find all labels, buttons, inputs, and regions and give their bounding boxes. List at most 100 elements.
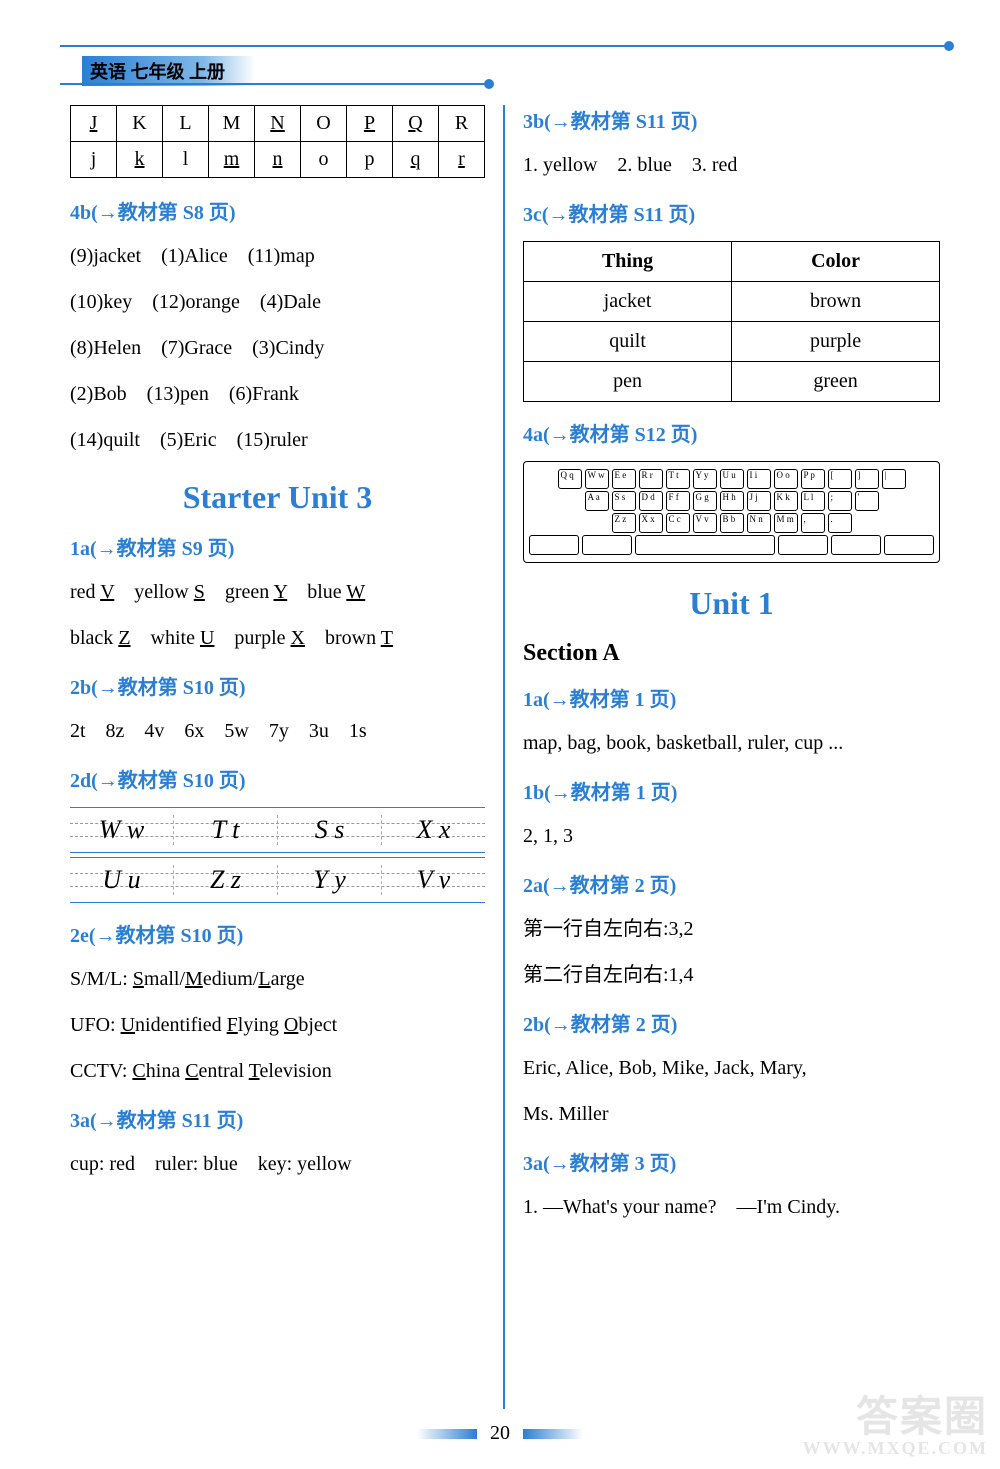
cell: K — [117, 106, 163, 142]
answer-line: 第一行自左向右:3,2 — [523, 912, 940, 946]
hw-cell: Z z — [174, 865, 278, 895]
hw-cell: W w — [70, 815, 174, 845]
handwriting-row: U u Z z Y y V v — [70, 857, 485, 903]
thing-color-table: Thing Color jacketbrown quiltpurple peng… — [523, 241, 940, 402]
keyboard-key — [884, 535, 934, 555]
keyboard-key: T t — [666, 469, 690, 489]
page-header-badge: 英语 七年级 上册 — [82, 56, 255, 86]
answer-line: (10)key (12)orange (4)Dale — [70, 285, 485, 319]
cell: o — [301, 142, 347, 178]
answer-line: Ms. Miller — [523, 1097, 940, 1131]
cell: O — [301, 106, 347, 142]
right-column: 3b(→教材第 S11 页) 1. yellow 2. blue 3. red … — [513, 105, 950, 1409]
answer-line: Eric, Alice, Bob, Mike, Jack, Mary, — [523, 1051, 940, 1085]
cell: J — [71, 106, 117, 142]
keyboard-key: Z z — [612, 513, 636, 533]
keyboard-key: , — [801, 513, 825, 533]
keyboard-key: Y y — [693, 469, 717, 489]
answer-line: 1. —What's your name? —I'm Cindy. — [523, 1190, 940, 1224]
top-rule — [60, 45, 950, 47]
keyboard-key: X x — [639, 513, 663, 533]
hw-cell: Y y — [278, 865, 382, 895]
section-4a-head: 4a(→教材第 S12 页) — [523, 418, 940, 447]
keyboard-key: [ — [828, 469, 852, 489]
header-underline-dot — [484, 79, 494, 89]
keyboard-key: . — [828, 513, 852, 533]
keyboard-key: V v — [693, 513, 717, 533]
answer-line: (14)quilt (5)Eric (15)ruler — [70, 423, 485, 457]
table-row: J K L M N O P Q R — [71, 106, 485, 142]
kb-row: Z zX xC cV vB bN nM m,. — [529, 513, 934, 533]
cell: quilt — [524, 322, 732, 362]
keyboard-key: U u — [720, 469, 744, 489]
cell: n — [255, 142, 301, 178]
answer-line: 1. yellow 2. blue 3. red — [523, 148, 940, 182]
section-3c-head: 3c(→教材第 S11 页) — [523, 198, 940, 227]
keyboard-key: G g — [693, 491, 717, 511]
cell: green — [732, 362, 940, 402]
keyboard-key: | — [882, 469, 906, 489]
keyboard-key: F f — [666, 491, 690, 511]
cell: j — [71, 142, 117, 178]
cell: p — [347, 142, 393, 178]
keyboard-key: J j — [747, 491, 771, 511]
answer-line: (2)Bob (13)pen (6)Frank — [70, 377, 485, 411]
cell: Q — [393, 106, 439, 142]
answer-line: S/M/L: Small/Medium/Large — [70, 962, 485, 996]
keyboard-key: I i — [747, 469, 771, 489]
hw-cell: S s — [278, 815, 382, 845]
unit-1-title: Unit 1 — [523, 585, 940, 622]
keyboard-key: W w — [585, 469, 609, 489]
answer-line: cup: red ruler: blue key: yellow — [70, 1147, 485, 1181]
header-underline — [60, 83, 490, 85]
top-rule-dot — [944, 41, 954, 51]
hw-cell: U u — [70, 865, 174, 895]
cell: pen — [524, 362, 732, 402]
answer-line: UFO: Unidentified Flying Object — [70, 1008, 485, 1042]
kb-row — [529, 535, 934, 555]
keyboard-key — [635, 535, 775, 555]
cell: r — [439, 142, 485, 178]
section-1a-head: 1a(→教材第 S9 页) — [70, 532, 485, 561]
cell: M — [209, 106, 255, 142]
keyboard-key: ; — [828, 491, 852, 511]
table-row: j k l m n o p q r — [71, 142, 485, 178]
keyboard-key: M m — [774, 513, 798, 533]
answer-line: red V yellow S green Y blue W — [70, 575, 485, 609]
section-3a-head: 3a(→教材第 S11 页) — [70, 1104, 485, 1133]
cell: jacket — [524, 282, 732, 322]
keyboard-key — [529, 535, 579, 555]
keyboard-key: R r — [639, 469, 663, 489]
hw-cell: V v — [382, 865, 485, 895]
section-u2a-head: 2a(→教材第 2 页) — [523, 869, 940, 898]
keyboard-key: B b — [720, 513, 744, 533]
section-u1a-head: 1a(→教材第 1 页) — [523, 683, 940, 712]
keyboard-key — [582, 535, 632, 555]
keyboard-key: L l — [801, 491, 825, 511]
keyboard-key: P p — [801, 469, 825, 489]
keyboard-key: ] — [855, 469, 879, 489]
keyboard-key: C c — [666, 513, 690, 533]
keyboard-key: K k — [774, 491, 798, 511]
keyboard-key: Q q — [558, 469, 582, 489]
table-row: jacketbrown — [524, 282, 940, 322]
content-area: J K L M N O P Q R j k l m n o p q r — [60, 105, 950, 1409]
cell: R — [439, 106, 485, 142]
section-3b-head: 3b(→教材第 S11 页) — [523, 105, 940, 134]
th-color: Color — [732, 242, 940, 282]
kb-row: Q qW wE eR rT tY yU uI iO oP p[]| — [529, 469, 934, 489]
hw-cell: T t — [174, 815, 278, 845]
table-row: quiltpurple — [524, 322, 940, 362]
keyboard-key: E e — [612, 469, 636, 489]
th-thing: Thing — [524, 242, 732, 282]
kb-row: A aS sD dF fG gH hJ jK kL l;' — [529, 491, 934, 511]
page-deco-icon — [417, 1429, 477, 1439]
keyboard-key: ' — [855, 491, 879, 511]
answer-line: 2t 8z 4v 6x 5w 7y 3u 1s — [70, 714, 485, 748]
table-row: Thing Color — [524, 242, 940, 282]
section-2e-head: 2e(→教材第 S10 页) — [70, 919, 485, 948]
cell: m — [209, 142, 255, 178]
answer-line: black Z white U purple X brown T — [70, 621, 485, 655]
answer-line: map, bag, book, basketball, ruler, cup .… — [523, 726, 940, 760]
column-divider — [503, 105, 505, 1409]
